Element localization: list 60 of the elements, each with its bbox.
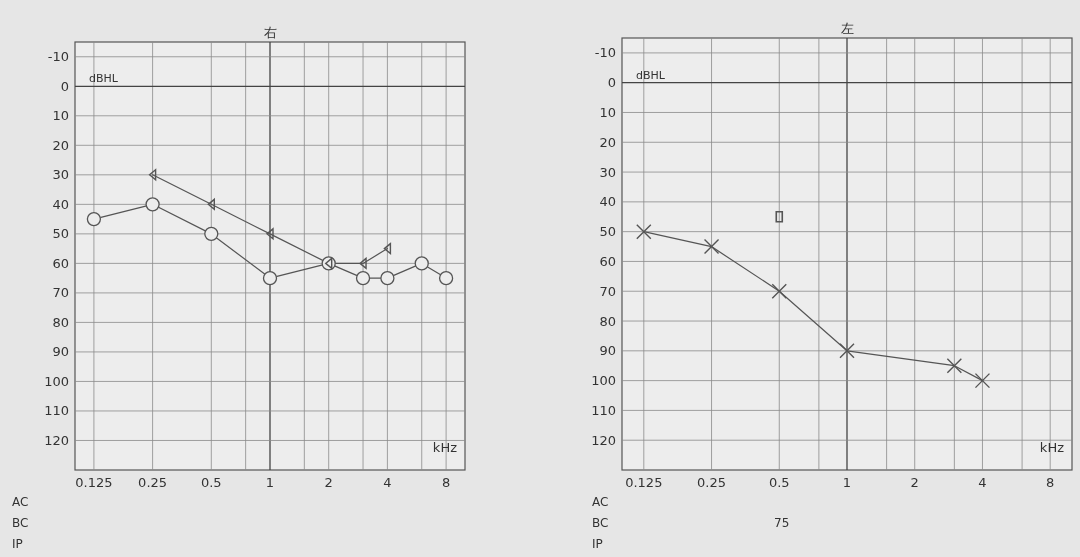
y-tick-label: 80	[599, 313, 616, 329]
point	[974, 372, 991, 389]
x-tick-label: 2	[910, 475, 919, 490]
point	[771, 283, 787, 299]
y-tick-label: 20	[52, 137, 69, 153]
y-tick-label: 20	[599, 134, 616, 150]
x-tick-label: 4	[383, 475, 392, 490]
x-tick-label: 1	[842, 475, 852, 490]
y-axis-title: dBHL	[89, 72, 119, 86]
x-tick-label: 0.25	[138, 475, 168, 490]
chart-title: 左	[840, 21, 854, 36]
y-tick-label: 90	[52, 344, 69, 360]
y-tick-label: 70	[52, 285, 69, 301]
y-tick-label: 10	[52, 108, 69, 124]
x-tick-label: 4	[978, 475, 987, 490]
text: IP	[12, 537, 23, 551]
y-tick-label: 60	[599, 253, 616, 269]
x-tick-label: 0.125	[625, 475, 663, 490]
y-tick-label: 40	[599, 194, 616, 210]
y-tick-label: 120	[44, 432, 69, 448]
x-tick-label: 8	[1046, 475, 1055, 490]
y-tick-label: 100	[44, 373, 69, 389]
text: IP	[592, 537, 603, 551]
point	[839, 343, 855, 359]
point	[636, 223, 652, 240]
x-tick-label: 0.25	[697, 475, 727, 490]
x-axis-title: kHz	[1039, 440, 1065, 455]
y-tick-label: 80	[52, 314, 69, 330]
y-tick-label: 10	[599, 104, 616, 120]
y-tick-label: 60	[52, 255, 69, 271]
y-tick-label: 70	[599, 283, 616, 299]
chart-title: 右	[263, 25, 277, 40]
y-tick-label: 0	[607, 75, 616, 91]
y-tick-label: 120	[591, 432, 616, 448]
x-tick-label: 2	[324, 475, 333, 490]
y-tick-label: 0	[60, 78, 69, 94]
y-tick-label: 100	[591, 373, 616, 389]
y-tick-label: 30	[599, 164, 616, 180]
text: BC	[12, 516, 29, 530]
y-tick-label: 50	[52, 226, 69, 242]
x-tick-label: 0.125	[75, 475, 113, 490]
y-tick-label: 40	[52, 196, 69, 212]
y-tick-label: 30	[52, 167, 69, 183]
text: BC	[592, 516, 609, 530]
x-axis-title: kHz	[432, 440, 458, 455]
y-tick-label: 110	[591, 402, 616, 418]
y-tick-label: -10	[594, 45, 616, 61]
x-tick-label: 8	[441, 475, 451, 490]
y-tick-label: 90	[599, 343, 616, 359]
text: AC	[592, 495, 609, 509]
y-tick-label: 50	[599, 224, 616, 240]
text: 75	[774, 516, 790, 530]
y-axis-title: dBHL	[636, 68, 666, 82]
x-tick-label: 1	[265, 475, 275, 490]
x-tick-label: 0.5	[768, 475, 790, 490]
point	[703, 238, 720, 255]
y-tick-label: 110	[44, 403, 69, 419]
y-tick-label: -10	[47, 49, 69, 65]
x-tick-label: 0.5	[200, 475, 222, 490]
text: AC	[12, 495, 29, 509]
